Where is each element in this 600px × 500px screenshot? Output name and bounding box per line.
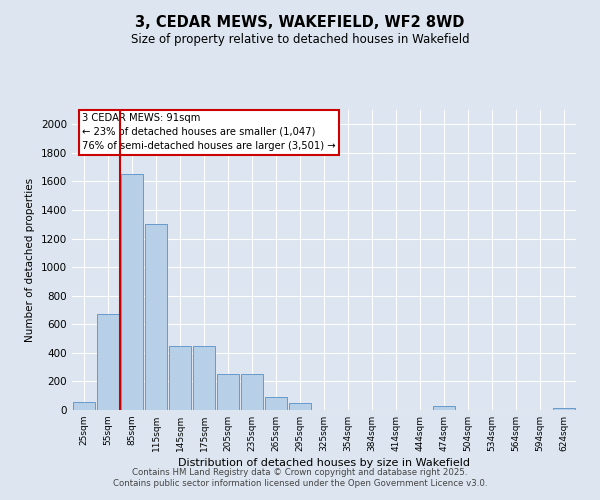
Bar bbox=[169, 346, 191, 410]
Bar bbox=[121, 174, 143, 410]
Bar bbox=[193, 346, 215, 410]
Bar bbox=[289, 403, 311, 410]
Text: 3, CEDAR MEWS, WAKEFIELD, WF2 8WD: 3, CEDAR MEWS, WAKEFIELD, WF2 8WD bbox=[136, 15, 464, 30]
Bar bbox=[241, 374, 263, 410]
Bar bbox=[97, 314, 119, 410]
Text: Size of property relative to detached houses in Wakefield: Size of property relative to detached ho… bbox=[131, 32, 469, 46]
Text: 3 CEDAR MEWS: 91sqm
← 23% of detached houses are smaller (1,047)
76% of semi-det: 3 CEDAR MEWS: 91sqm ← 23% of detached ho… bbox=[82, 113, 336, 151]
Bar bbox=[433, 406, 455, 410]
Bar bbox=[73, 402, 95, 410]
Bar bbox=[217, 374, 239, 410]
Bar bbox=[553, 408, 575, 410]
Bar bbox=[145, 224, 167, 410]
Bar bbox=[265, 397, 287, 410]
Y-axis label: Number of detached properties: Number of detached properties bbox=[25, 178, 35, 342]
X-axis label: Distribution of detached houses by size in Wakefield: Distribution of detached houses by size … bbox=[178, 458, 470, 468]
Text: Contains HM Land Registry data © Crown copyright and database right 2025.
Contai: Contains HM Land Registry data © Crown c… bbox=[113, 468, 487, 487]
